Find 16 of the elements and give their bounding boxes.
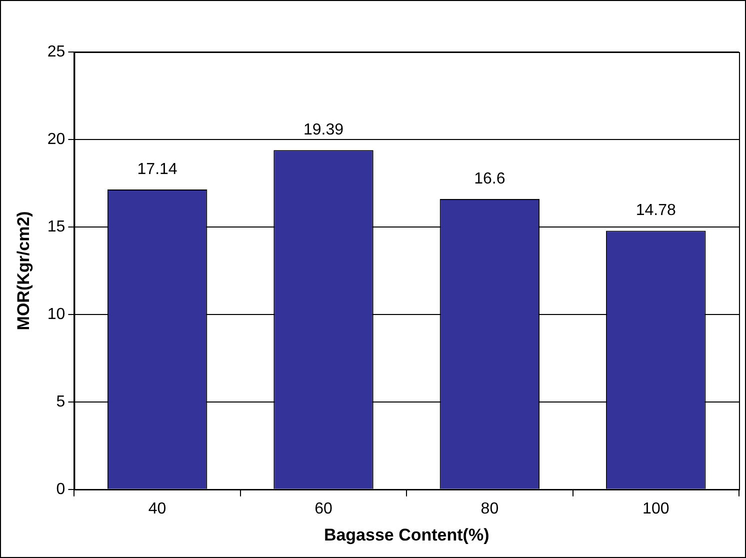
y-tick-label: 20 (47, 130, 66, 148)
x-axis-title: Bagasse Content(%) (324, 525, 490, 544)
y-tick-label: 0 (56, 480, 66, 498)
data-label: 16.6 (474, 170, 506, 188)
y-tick-label: 15 (47, 218, 66, 236)
x-tick-label: 60 (314, 500, 332, 518)
data-label: 19.39 (303, 122, 344, 139)
y-tick-label: 10 (47, 306, 66, 323)
y-axis-title: MOR(Kgr/cm2) (14, 211, 33, 330)
data-label: 14.78 (636, 202, 676, 220)
y-tick-label: 5 (56, 393, 66, 410)
y-tick-label: 25 (47, 43, 66, 60)
x-tick-label: 100 (642, 500, 670, 518)
x-tick-label: 80 (480, 500, 499, 518)
data-label: 17.14 (137, 160, 178, 178)
x-tick-label: 40 (148, 500, 166, 518)
